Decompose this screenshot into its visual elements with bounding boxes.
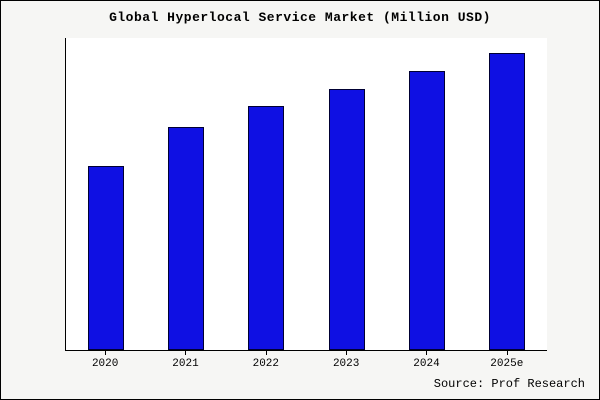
bar-2023 bbox=[328, 88, 365, 350]
x-tick-label-2020: 2020 bbox=[65, 351, 145, 370]
bar-2021 bbox=[168, 127, 205, 350]
x-tick-label-2023: 2023 bbox=[306, 351, 386, 370]
bar-cell-2025e bbox=[467, 38, 547, 350]
bar-2025e bbox=[488, 52, 525, 350]
bar-cell-2020 bbox=[66, 38, 146, 350]
bar-2020 bbox=[88, 165, 125, 350]
chart-title: Global Hyperlocal Service Market (Millio… bbox=[109, 10, 491, 25]
x-axis-labels: 2020 2021 2022 2023 2024 2025e bbox=[65, 351, 547, 370]
bar-cell-2021 bbox=[146, 38, 226, 350]
plot-area bbox=[65, 38, 547, 351]
x-tick-label-2024: 2024 bbox=[386, 351, 466, 370]
bar-2022 bbox=[248, 106, 285, 350]
bar-cell-2024 bbox=[387, 38, 467, 350]
bar-2024 bbox=[408, 70, 445, 350]
x-tick-label-2021: 2021 bbox=[145, 351, 225, 370]
x-tick-label-2022: 2022 bbox=[226, 351, 306, 370]
x-tick-label-2025e: 2025e bbox=[467, 351, 547, 370]
source-text: Source: Prof Research bbox=[433, 377, 585, 391]
bar-cell-2022 bbox=[226, 38, 306, 350]
bar-cell-2023 bbox=[307, 38, 387, 350]
